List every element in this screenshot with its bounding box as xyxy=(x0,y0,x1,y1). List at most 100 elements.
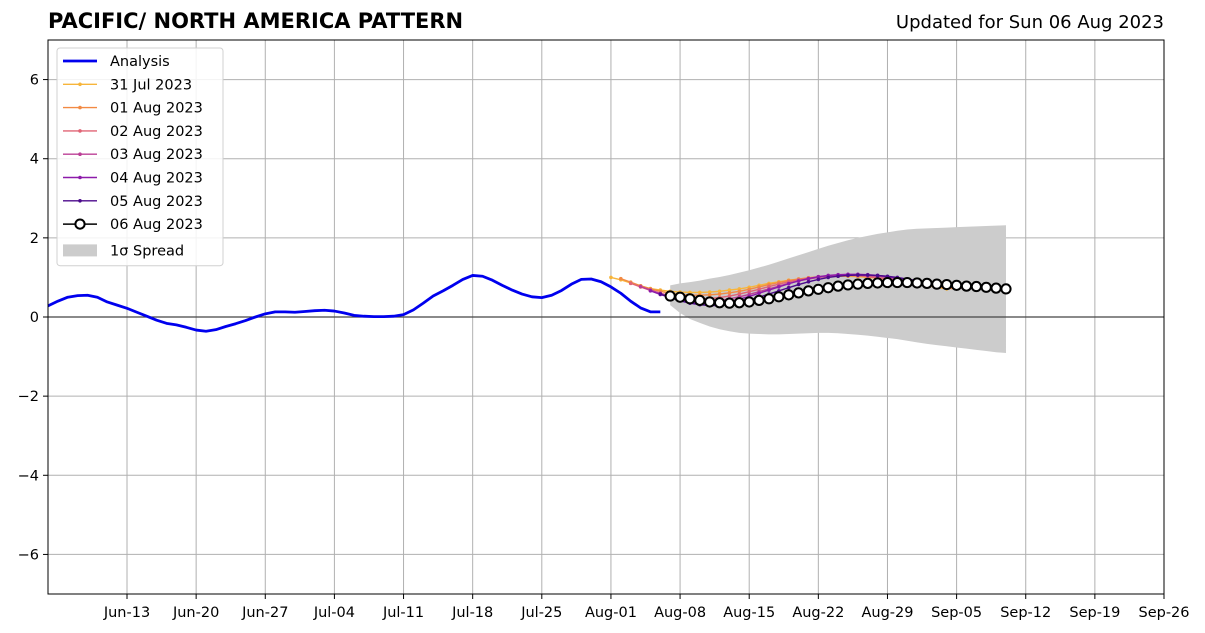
forecast-point xyxy=(773,291,785,303)
forecast-point xyxy=(796,279,801,283)
y-tick-label: 6 xyxy=(30,73,39,89)
forecast-point xyxy=(707,290,712,294)
forecast-point xyxy=(836,274,840,279)
forecast-point xyxy=(777,285,781,289)
forecast-point xyxy=(767,288,771,292)
x-tick-label: Jun-20 xyxy=(172,605,219,621)
forecast-point xyxy=(723,297,736,309)
forecast-point xyxy=(648,289,653,293)
legend-box xyxy=(56,47,224,267)
series-analysis xyxy=(47,274,661,333)
x-tick-label: Sep-19 xyxy=(1069,605,1120,621)
legend-marker xyxy=(78,175,82,180)
forecast-point xyxy=(743,296,755,308)
y-tick-label: −6 xyxy=(18,547,39,563)
legend-entry: 31 Jul 2023 xyxy=(63,77,192,93)
forecast-point xyxy=(822,282,834,294)
forecast-point xyxy=(698,290,702,295)
forecast-point xyxy=(763,293,775,305)
x-tick-label: Jul-25 xyxy=(520,605,562,621)
forecast-point xyxy=(796,282,801,287)
forecast-point xyxy=(747,289,752,294)
legend-entry: 02 Aug 2023 xyxy=(63,124,203,140)
series-lines xyxy=(47,272,1012,333)
x-tick-label: Jun-13 xyxy=(103,605,150,621)
legend-entry: Analysis xyxy=(63,54,170,70)
legend-marker xyxy=(78,199,82,203)
legend-label: 06 Aug 2023 xyxy=(110,217,203,233)
forecast-point xyxy=(931,278,943,290)
forecast-point xyxy=(684,293,696,305)
forecast-point xyxy=(911,277,923,289)
forecast-point xyxy=(737,292,742,296)
x-tick-label: Aug-08 xyxy=(654,605,706,621)
forecast-point xyxy=(842,279,854,291)
legend-label: 05 Aug 2023 xyxy=(110,194,203,210)
forecast-point xyxy=(1000,283,1012,295)
legend: Analysis 31 Jul 2023 01 Aug 2023 02 Aug 202… xyxy=(56,47,224,267)
legend-marker xyxy=(78,152,82,156)
forecast-point xyxy=(862,277,874,289)
x-tick-label: Sep-26 xyxy=(1138,605,1189,621)
forecast-point xyxy=(852,278,864,290)
forecast-point xyxy=(727,288,732,292)
y-tick-label: 0 xyxy=(30,310,39,326)
x-tick-label: Jun-27 xyxy=(241,605,288,621)
legend-entry: 04 Aug 2023 xyxy=(63,171,203,187)
forecast-point xyxy=(980,281,992,293)
forecast-point xyxy=(786,281,791,286)
legend-label: Analysis xyxy=(110,54,170,70)
x-tick-label: Jul-18 xyxy=(451,605,493,621)
x-tick-label: Jul-04 xyxy=(313,605,355,621)
legend-label: 03 Aug 2023 xyxy=(110,147,203,163)
forecast-point xyxy=(875,273,880,278)
y-tick-label: −4 xyxy=(18,468,39,484)
x-tick-label: Aug-15 xyxy=(723,605,775,621)
forecast-point xyxy=(664,290,676,302)
forecast-point xyxy=(856,273,860,277)
chart-title: PACIFIC/ NORTH AMERICA PATTERN xyxy=(48,9,464,33)
forecast-point xyxy=(960,280,973,292)
x-tick-label: Aug-29 xyxy=(861,605,913,621)
forecast-point xyxy=(717,289,722,294)
forecast-point xyxy=(727,294,732,298)
forecast-point xyxy=(737,289,742,294)
forecast-point xyxy=(871,277,884,289)
legend-label: 1σ Spread xyxy=(110,243,184,259)
y-tick-label: 4 xyxy=(30,152,39,168)
legend-marker xyxy=(74,218,86,230)
forecast-point xyxy=(694,294,706,306)
forecast-point xyxy=(658,292,663,296)
forecast-point xyxy=(816,274,821,279)
legend-entry: 03 Aug 2023 xyxy=(63,147,203,163)
forecast-point xyxy=(846,273,850,278)
legend-marker xyxy=(78,105,82,110)
legend-marker xyxy=(78,129,82,133)
y-tick-label: 2 xyxy=(30,231,39,247)
forecast-point xyxy=(881,276,894,289)
forecast-point xyxy=(783,289,795,301)
forecast-point xyxy=(717,292,722,296)
forecast-point xyxy=(707,293,712,297)
y-axis: −6 −4 −2 0 2 4 6 xyxy=(18,73,48,563)
forecast-point xyxy=(609,275,613,280)
updated-date: Updated for Sun 06 Aug 2023 xyxy=(895,12,1164,33)
forecast-point xyxy=(806,276,811,281)
forecast-point xyxy=(727,291,732,295)
forecast-point xyxy=(753,294,765,306)
x-tick-label: Sep-12 xyxy=(1000,605,1051,621)
forecast-point xyxy=(786,285,791,290)
legend-label: 02 Aug 2023 xyxy=(110,124,203,140)
forecast-point xyxy=(832,280,844,292)
forecast-point xyxy=(802,285,815,297)
forecast-point xyxy=(704,296,716,308)
forecast-point xyxy=(901,276,913,289)
forecast-point xyxy=(792,287,805,299)
x-tick-label: Aug-01 xyxy=(585,605,637,621)
y-tick-label: −2 xyxy=(18,389,39,405)
forecast-point xyxy=(757,291,761,296)
series-f0806 xyxy=(664,276,1012,309)
forecast-point xyxy=(816,277,821,282)
x-tick-label: Sep-05 xyxy=(931,605,982,621)
